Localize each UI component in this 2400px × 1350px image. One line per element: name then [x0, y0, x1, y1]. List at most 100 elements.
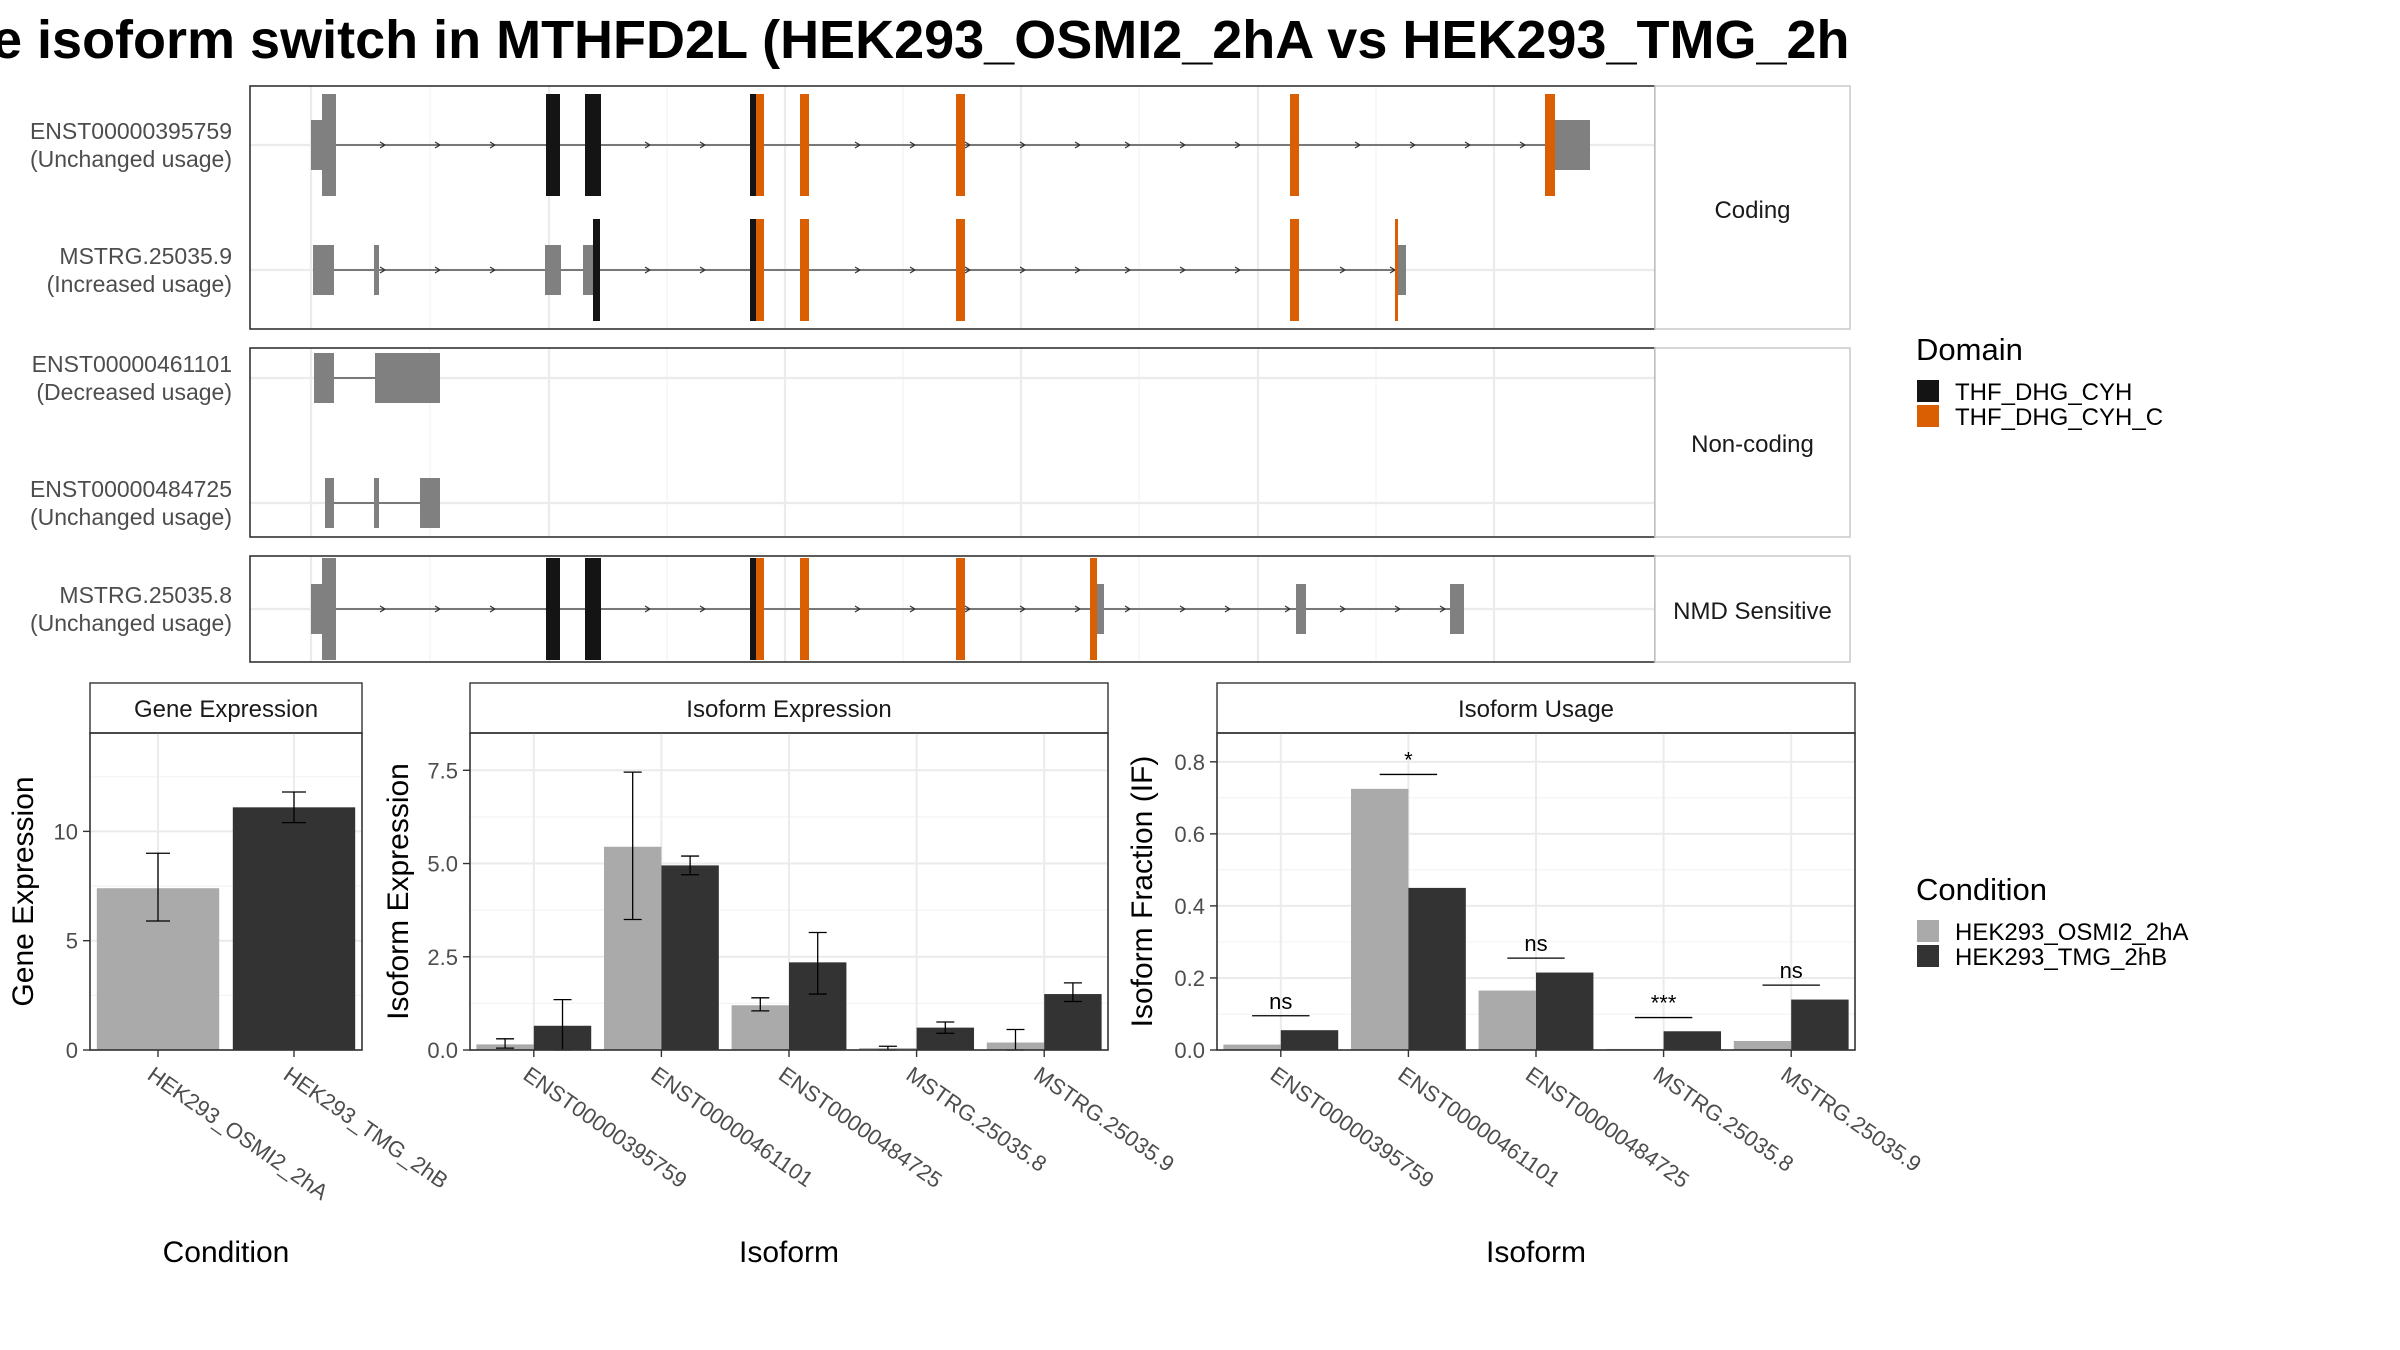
- bar-tmg: [1280, 1030, 1339, 1050]
- panel-strip-title: Isoform Usage: [1458, 696, 1614, 723]
- legend-domain-label: THF_DHG_CYH: [1955, 379, 2132, 406]
- intron-direction-arrow: [1439, 605, 1447, 613]
- x-axis-title: Condition: [163, 1236, 290, 1269]
- transcript-panel-bg: [250, 348, 1655, 537]
- intron-direction-arrow: [1234, 141, 1242, 149]
- y-tick-label: 7.5: [427, 758, 458, 783]
- intron-direction-arrow: [1074, 605, 1082, 613]
- transcript-id-label: MSTRG.25035.8: [59, 582, 232, 608]
- intron-direction-arrow: [1234, 266, 1242, 274]
- bar-osmi2: [1223, 1044, 1281, 1050]
- utr-exon: [1097, 584, 1104, 634]
- bar-tmg: [1408, 887, 1466, 1050]
- panel-isoform-usage: Isoform Usagens*ns***ns0.00.20.40.60.8EN…: [1126, 682, 1926, 1269]
- intron-direction-arrow: [489, 266, 497, 274]
- transcript-usage-label: (Increased usage): [47, 271, 232, 297]
- intron-direction-arrow: [379, 266, 387, 274]
- intron-direction-arrow: [854, 266, 862, 274]
- intron-direction-arrow: [909, 605, 917, 613]
- intron-direction-arrow: [1019, 605, 1027, 613]
- transcript-usage-label: (Unchanged usage): [30, 610, 232, 636]
- legend-condition-title: Condition: [1916, 872, 2047, 907]
- exon: [314, 353, 334, 403]
- bar-chart-panels: Gene Expression0510HEK293_OSMI2_2hAHEK29…: [7, 682, 1926, 1269]
- facet-strip: [1654, 85, 1851, 330]
- legend-domain-label: THF_DHG_CYH_C: [1955, 404, 2163, 431]
- y-tick-label: 0: [66, 1038, 78, 1063]
- transcript-structure-panel: Coding Non-coding NMD Sensitive ENST0000039…: [30, 85, 1851, 663]
- legend-condition-label: HEK293_OSMI2_2hA: [1955, 919, 2188, 946]
- utr-exon: [1398, 245, 1406, 295]
- intron-direction-arrow: [644, 605, 652, 613]
- bar-osmi2: [1733, 1040, 1792, 1050]
- utr-exon: [374, 245, 379, 295]
- y-tick-label: 0.4: [1174, 894, 1205, 919]
- intron-direction-arrow: [964, 141, 972, 149]
- intron-direction-arrow: [1224, 605, 1232, 613]
- intron-direction-arrow: [1179, 266, 1187, 274]
- facet-strip: [1654, 555, 1851, 663]
- y-tick-label: 5: [66, 929, 78, 954]
- domain-exon-THF_DHG_CYH_C: [1545, 94, 1555, 196]
- cds-exon: [322, 558, 336, 660]
- utr-exon: [313, 245, 334, 295]
- transcript-id-label: ENST00000395759: [30, 118, 232, 144]
- legend-condition-label: HEK293_TMG_2hB: [1955, 944, 2167, 971]
- intron-direction-arrow: [1519, 141, 1527, 149]
- domain-exon-THF_DHG_CYH: [750, 94, 756, 196]
- intron-direction-arrow: [379, 141, 387, 149]
- legend-domain-swatch: [1917, 405, 1939, 427]
- domain-exon-THF_DHG_CYH_C: [800, 94, 809, 196]
- exon: [325, 478, 334, 528]
- domain-exon-THF_DHG_CYH_C: [756, 219, 764, 321]
- intron-direction-arrow: [434, 605, 442, 613]
- intron-direction-arrow: [699, 141, 707, 149]
- y-axis-title: Isoform Fraction (IF): [1126, 756, 1159, 1028]
- significance-label: ns: [1780, 958, 1803, 983]
- domain-exon-THF_DHG_CYH_C: [1395, 219, 1398, 321]
- domain-exon-THF_DHG_CYH_C: [1090, 558, 1097, 660]
- y-axis-title: Gene Expression: [7, 776, 40, 1006]
- intron-direction-arrow: [1394, 605, 1402, 613]
- domain-exon-THF_DHG_CYH: [546, 558, 560, 660]
- panel-isoform-expression: Isoform Expression0.02.55.07.5ENST000003…: [382, 682, 1179, 1269]
- significance-label: ***: [1651, 991, 1677, 1016]
- legend-domain-title: Domain: [1916, 332, 2023, 367]
- transcript-id-label: ENST00000461101: [32, 351, 232, 377]
- panel-strip-title: Gene Expression: [134, 696, 318, 723]
- bar-tmg: [916, 1027, 975, 1050]
- intron-direction-arrow: [434, 266, 442, 274]
- domain-exon-THF_DHG_CYH_C: [1290, 94, 1299, 196]
- significance-label: ns: [1269, 989, 1292, 1014]
- panel-strip-title: Isoform Expression: [686, 696, 891, 723]
- significance-label: *: [1404, 747, 1413, 772]
- x-tick-label: MSTRG.25035.9: [1776, 1062, 1926, 1177]
- bar-tmg: [1791, 999, 1849, 1050]
- panel-strip: [469, 682, 1109, 734]
- domain-exon-THF_DHG_CYH: [585, 94, 601, 196]
- intron-direction-arrow: [909, 141, 917, 149]
- domain-exon-THF_DHG_CYH_C: [1290, 219, 1299, 321]
- intron-direction-arrow: [1019, 266, 1027, 274]
- intron-direction-arrow: [1339, 266, 1347, 274]
- domain-exon-THF_DHG_CYH_C: [956, 94, 965, 196]
- domain-exon-THF_DHG_CYH_C: [756, 94, 764, 196]
- domain-exon-THF_DHG_CYH_C: [956, 558, 965, 660]
- intron-direction-arrow: [1179, 605, 1187, 613]
- x-tick-label: MSTRG.25035.9: [1029, 1062, 1179, 1177]
- facet-strip-label-coding: Coding: [1714, 197, 1790, 224]
- domain-exon-THF_DHG_CYH_C: [756, 558, 764, 660]
- x-axis-title: Isoform: [739, 1236, 839, 1269]
- y-tick-label: 10: [54, 819, 78, 844]
- domain-exon-THF_DHG_CYH_C: [956, 219, 965, 321]
- intron-direction-arrow: [1074, 141, 1082, 149]
- intron-direction-arrow: [1339, 605, 1347, 613]
- y-tick-label: 2.5: [427, 945, 458, 970]
- transcript-usage-label: (Unchanged usage): [30, 504, 232, 530]
- intron-direction-arrow: [644, 266, 652, 274]
- domain-exon-THF_DHG_CYH: [750, 219, 756, 321]
- bar-tmg: [661, 865, 719, 1050]
- intron-direction-arrow: [699, 266, 707, 274]
- exon: [420, 478, 440, 528]
